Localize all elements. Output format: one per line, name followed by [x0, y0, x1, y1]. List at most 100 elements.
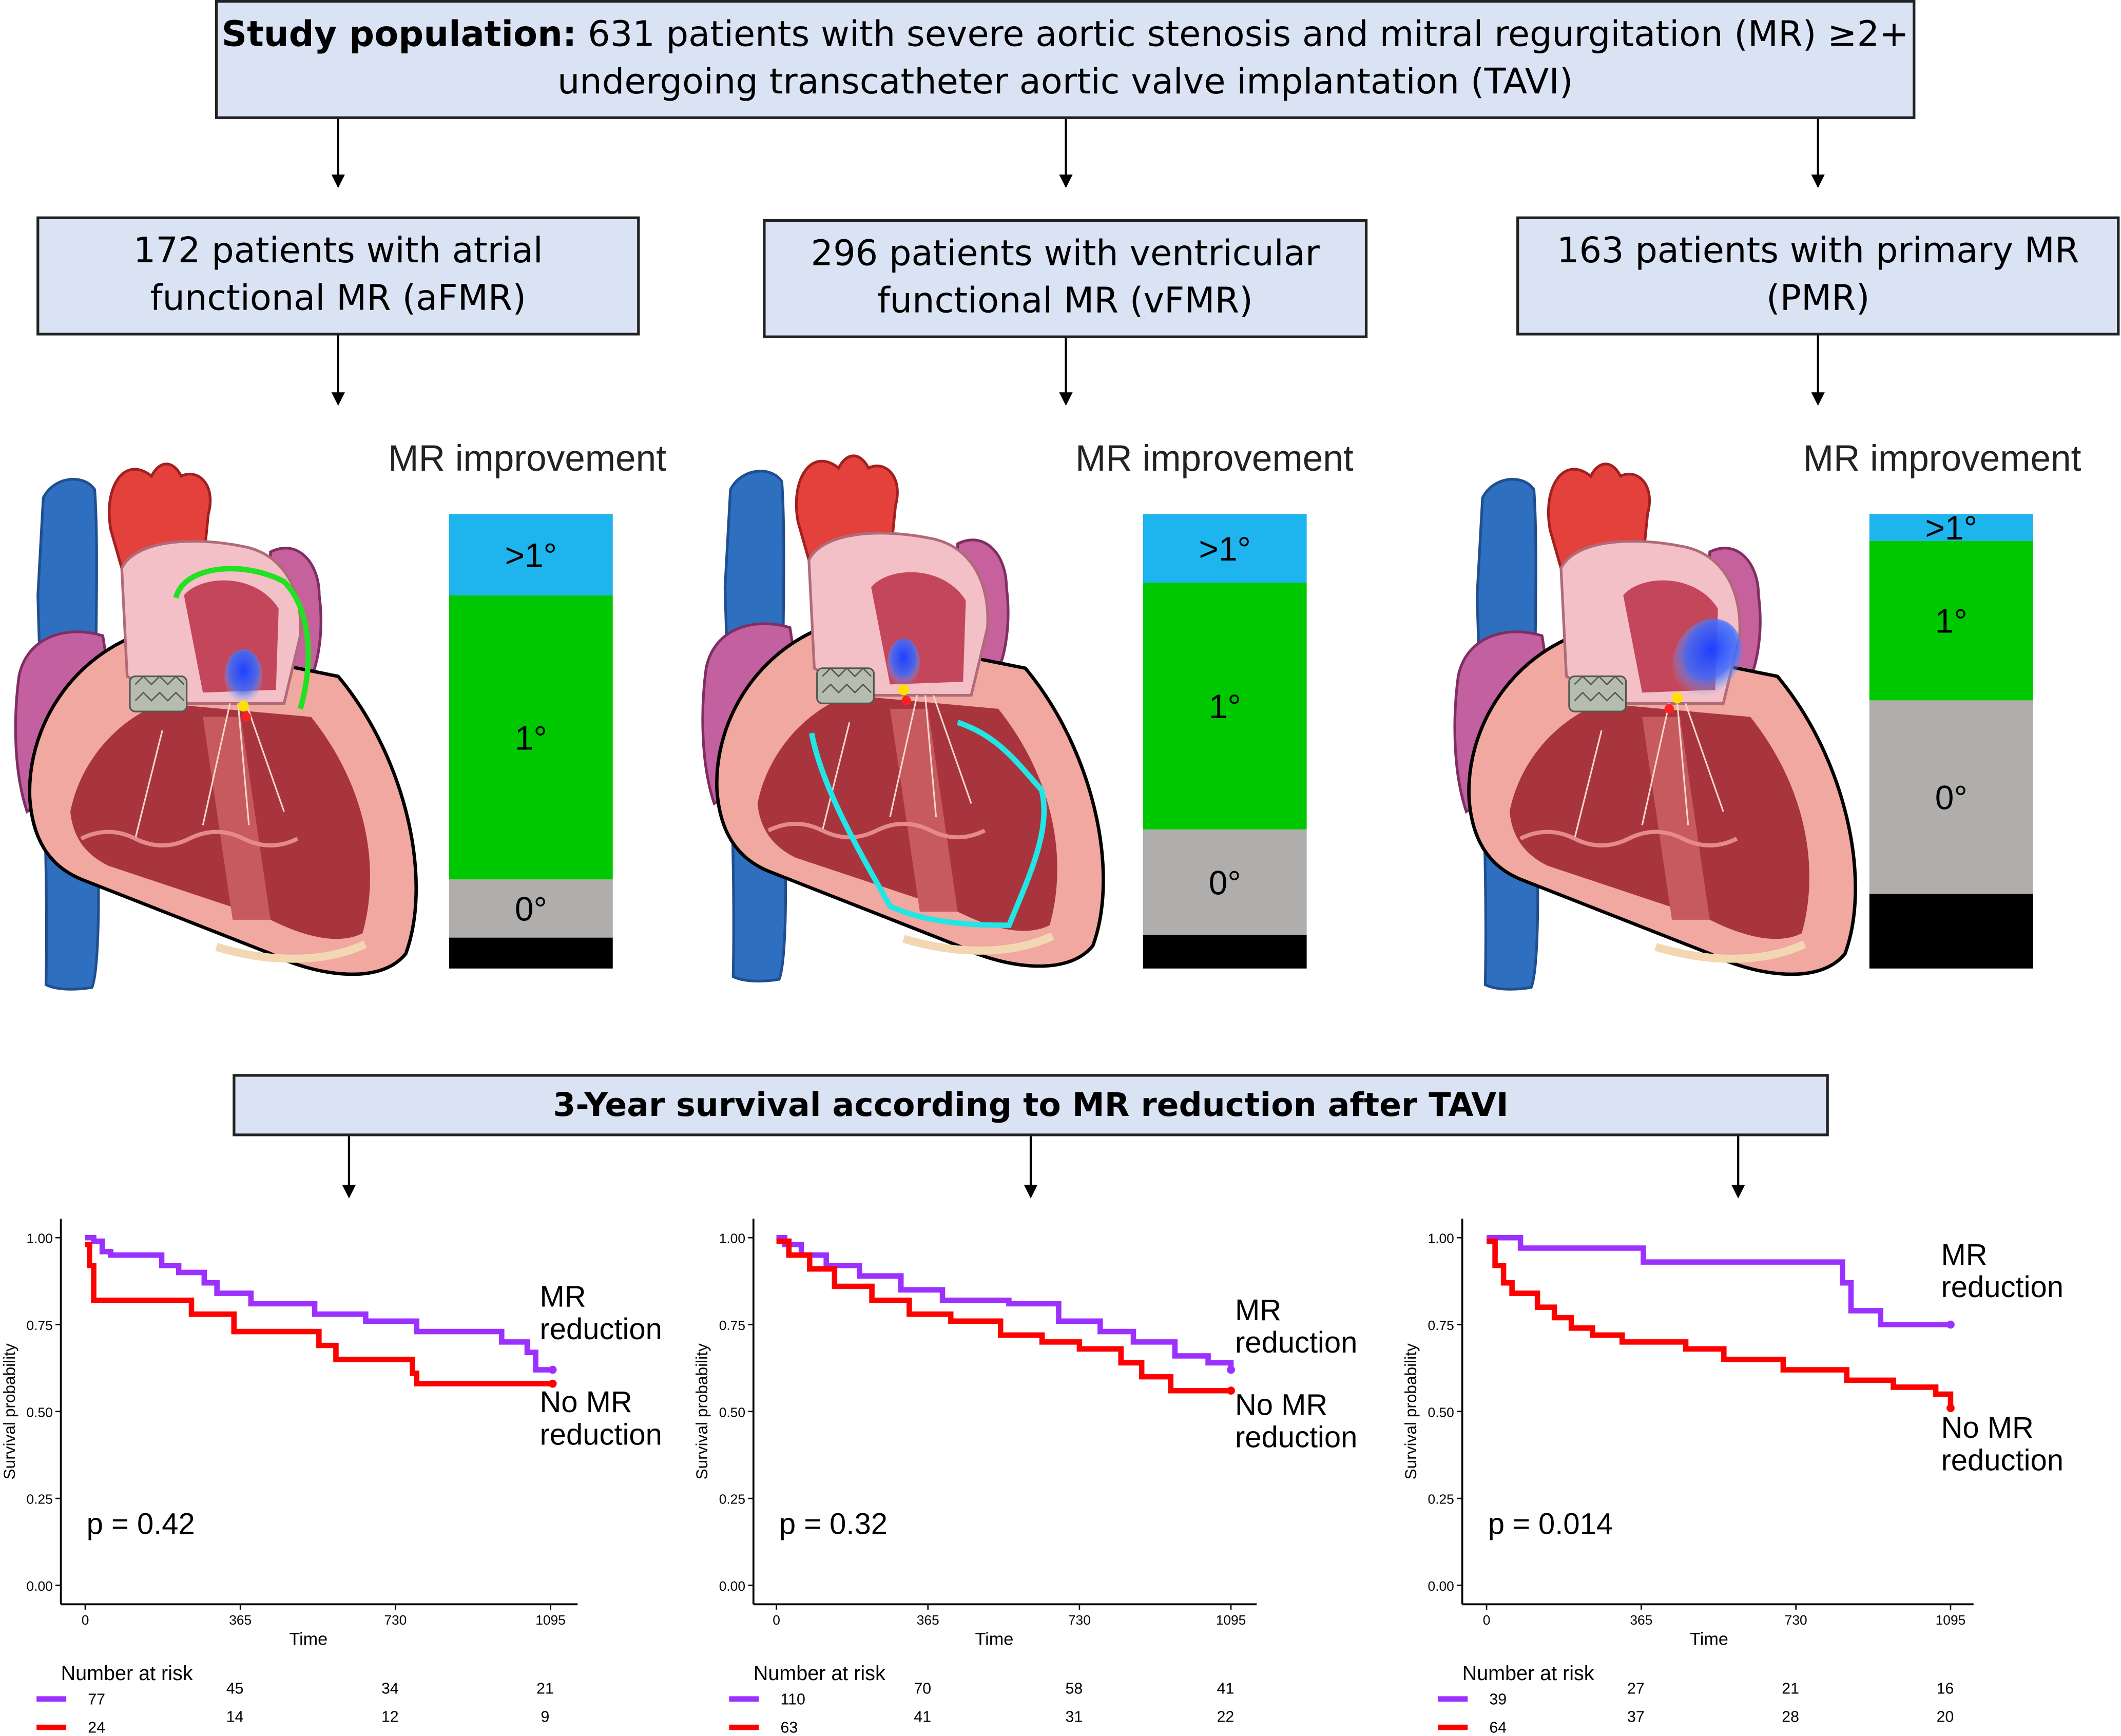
y-axis-label-1: Survival probability [0, 1343, 18, 1479]
group-box-afmr: 172 patients with atrial functional MR (… [36, 216, 640, 336]
heart-illustration-afmr [15, 464, 416, 989]
risk-value-3-0-1: 27 [1627, 1680, 1645, 1697]
survival-header-text: 3-Year survival according to MR reductio… [553, 1085, 1509, 1124]
study-population-text: 631 patients with severe aortic stenosis… [576, 14, 1909, 56]
regurgitation-jet-pmr [1672, 619, 1742, 697]
km-curve-end-3-1 [1946, 1404, 1955, 1412]
km-curve-end-1-0 [548, 1365, 557, 1374]
y-tick-label-2-3: 0.75 [719, 1318, 745, 1333]
risk-value-2-1-1: 41 [914, 1709, 931, 1726]
bar-segment-label-vfmr-3: >1° [1199, 530, 1250, 568]
bar-segment-label-pmr-2: 1° [1935, 602, 1968, 640]
y-tick-label-2-0: 0.00 [719, 1578, 745, 1594]
km-curve-1-no-mr-reduction [85, 1242, 553, 1386]
km-curve-end-2-1 [1227, 1386, 1235, 1395]
group-afmr-line2: functional MR (aFMR) [150, 278, 527, 319]
x-tick-label-1-0: 0 [82, 1612, 89, 1628]
risk-value-3-0-0: 39 [1489, 1691, 1507, 1708]
series-label-line1-2-1: No MR [1235, 1388, 1327, 1421]
study-population-box: Study population: 631 patients with seve… [215, 0, 1916, 119]
risk-value-2-0-2: 58 [1065, 1680, 1083, 1697]
bar-segment-afmr-1 [449, 879, 613, 938]
bar-segment-vfmr-1 [1143, 829, 1307, 935]
y-tick-label-1-4: 1.00 [26, 1231, 52, 1246]
bar-segment-label-vfmr-1: 0° [1209, 863, 1241, 901]
study-population-line2: undergoing transcatheter aortic valve im… [557, 62, 1573, 103]
risk-value-3-1-3: 20 [1937, 1709, 1954, 1726]
y-axis-label-3: Survival probability [1401, 1343, 1420, 1479]
y-tick-label-3-1: 0.25 [1428, 1492, 1454, 1507]
y-tick-label-2-4: 1.00 [719, 1231, 745, 1246]
p-value-2: p = 0.32 [779, 1508, 888, 1540]
series-label-line2-2-0: reduction [1235, 1326, 1357, 1359]
risk-value-1-0-3: 21 [536, 1680, 554, 1697]
bar-pmr: 0° 1° >1° [1869, 509, 2033, 969]
risk-value-1-0-0: 77 [88, 1691, 105, 1708]
y-tick-label-1-1: 0.25 [26, 1492, 52, 1507]
bar-segment-label-pmr-3: >1° [1925, 509, 1977, 547]
risk-value-3-1-2: 28 [1782, 1709, 1799, 1726]
y-tick-label-3-2: 0.50 [1428, 1404, 1454, 1420]
bar-segment-pmr-0 [1869, 894, 2033, 969]
x-axis-label-2: Time [975, 1629, 1013, 1649]
x-axis-label-3: Time [1690, 1629, 1728, 1649]
group-box-pmr: 163 patients with primary MR (PMR) [1516, 216, 2120, 336]
y-tick-label-1-0: 0.00 [26, 1578, 52, 1594]
survival-chart-3: 0.00 0.25 0.50 0.75 1.00 0 365 730 1095 Time Survi… [1401, 1219, 2064, 1735]
y-tick-label-1-3: 0.75 [26, 1318, 52, 1333]
bar-segment-afmr-3 [449, 514, 613, 595]
series-label-line1-2-0: MR [1235, 1294, 1281, 1327]
y-tick-label-3-4: 1.00 [1428, 1231, 1454, 1246]
km-curve-end-3-0 [1946, 1320, 1955, 1329]
bar-segment-label-afmr-3: >1° [505, 536, 557, 574]
risk-value-1-0-1: 45 [226, 1680, 244, 1697]
bar-segment-afmr-2 [449, 595, 613, 880]
bar-segment-label-pmr-1: 0° [1935, 779, 1968, 817]
x-tick-label-1-1: 365 [229, 1612, 252, 1628]
km-curve-end-1-1 [548, 1379, 557, 1388]
bar-segment-vfmr-3 [1143, 514, 1307, 583]
risk-value-2-1-3: 22 [1217, 1709, 1235, 1726]
risk-value-2-0-3: 41 [1217, 1680, 1235, 1697]
km-curve-2-no-mr-reduction [776, 1238, 1231, 1394]
group-box-vfmr: 296 patients with ventricular functional… [763, 219, 1368, 338]
risk-value-3-0-2: 21 [1782, 1680, 1799, 1697]
improvement-title-afmr: MR improvement [388, 438, 666, 479]
bar-segment-label-vfmr-2: 1° [1209, 687, 1241, 725]
series-label-line1-3-1: No MR [1941, 1412, 2034, 1444]
risk-value-1-1-3: 9 [541, 1709, 550, 1726]
risk-value-2-0-0: 110 [781, 1691, 805, 1708]
bar-segment-label-afmr-2: 1° [515, 719, 547, 757]
bar-segment-label-afmr-1: 0° [515, 890, 547, 928]
survival-chart-2: 0.00 0.25 0.50 0.75 1.00 0 365 730 1095 Time Survi… [692, 1219, 1357, 1735]
heart-illustration-pmr [1455, 464, 1855, 989]
ventricle-contour-cyan [808, 720, 1047, 928]
series-label-line1-3-0: MR [1941, 1239, 1988, 1271]
regurgitation-jet-vfmr [887, 638, 920, 687]
x-tick-label-2-3: 1095 [1216, 1612, 1246, 1628]
x-tick-label-3-3: 1095 [1936, 1612, 1966, 1628]
x-tick-label-2-2: 730 [1068, 1612, 1091, 1628]
p-value-1: p = 0.42 [87, 1508, 195, 1540]
study-population-lead: Study population: [221, 14, 577, 56]
group-vfmr-line2: functional MR (vFMR) [877, 281, 1253, 322]
bar-segment-pmr-2 [1869, 541, 2033, 701]
series-label-line2-1-1: reduction [539, 1418, 662, 1451]
x-tick-label-3-1: 365 [1630, 1612, 1652, 1628]
x-tick-label-1-3: 1095 [535, 1612, 566, 1628]
x-tick-label-2-1: 365 [917, 1612, 939, 1628]
improvement-title-vfmr: MR improvement [1075, 438, 1354, 479]
y-axis-label-2: Survival probability [692, 1343, 711, 1479]
bar-segment-afmr-0 [449, 937, 613, 969]
x-tick-label-3-0: 0 [1483, 1612, 1491, 1628]
risk-table-title-1: Number at risk [61, 1662, 193, 1685]
series-label-line1-1-0: MR [539, 1281, 586, 1314]
y-tick-label-2-2: 0.50 [719, 1404, 745, 1420]
group-vfmr-line1: 296 patients with ventricular [811, 234, 1320, 275]
y-tick-label-3-3: 0.75 [1428, 1318, 1454, 1333]
heart-illustration-vfmr [703, 456, 1103, 981]
series-label-line2-2-1: reduction [1235, 1421, 1357, 1454]
